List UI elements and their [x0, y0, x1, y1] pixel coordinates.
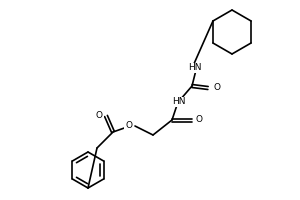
Text: HN: HN [188, 64, 202, 72]
Text: O: O [96, 112, 103, 120]
Text: O: O [125, 121, 132, 130]
Text: HN: HN [172, 98, 185, 106]
Text: O: O [195, 116, 202, 124]
Text: O: O [213, 84, 220, 92]
